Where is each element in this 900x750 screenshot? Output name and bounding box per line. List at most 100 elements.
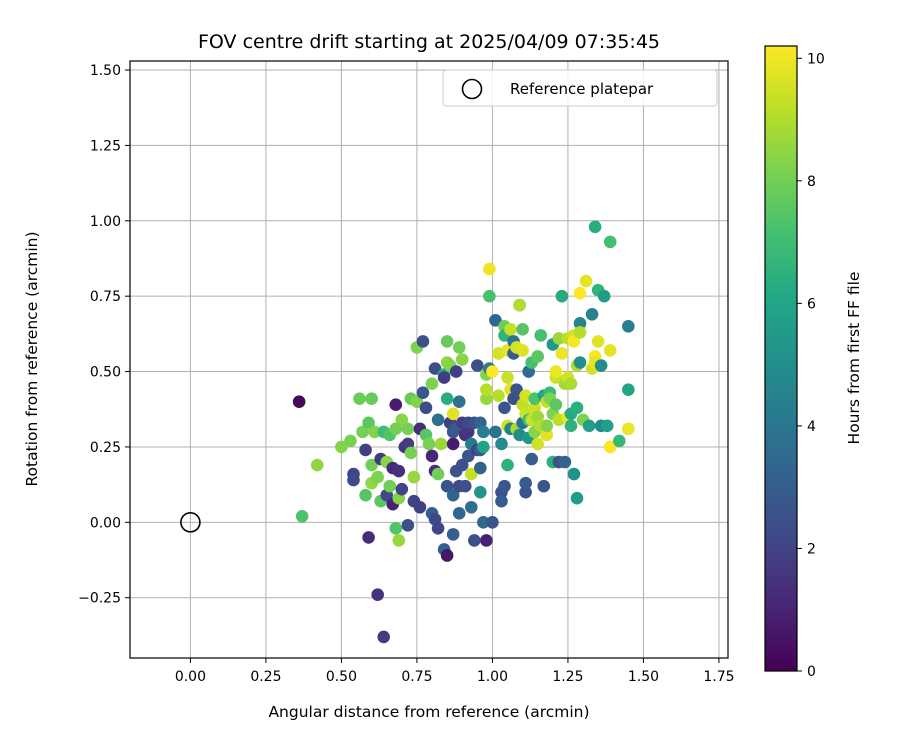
scatter-point xyxy=(362,416,375,430)
y-tick-label: 0.00 xyxy=(90,515,121,531)
scatter-point xyxy=(540,419,554,433)
scatter-point xyxy=(437,371,451,384)
scatter-point xyxy=(440,335,454,348)
scatter-point xyxy=(359,488,372,502)
y-axis-label: Rotation from reference (arcmin) xyxy=(23,231,41,486)
scatter-point xyxy=(389,522,403,535)
reference-platepar-marker xyxy=(180,512,201,533)
scatter-point xyxy=(404,446,418,460)
scatter-point xyxy=(477,425,490,439)
legend: Reference platepar xyxy=(442,69,718,107)
scatter-point xyxy=(498,479,511,493)
scatter-point xyxy=(498,401,511,415)
scatter-point xyxy=(567,335,581,348)
scatter-point xyxy=(410,395,424,409)
scatter-point xyxy=(603,235,617,249)
scatter-point xyxy=(431,467,445,481)
scatter-point xyxy=(468,534,481,547)
scatter-point xyxy=(292,395,306,409)
plot-frame xyxy=(129,60,729,659)
scatter-point xyxy=(582,419,596,433)
x-tick-label: 1.50 xyxy=(628,669,659,685)
scatter-point xyxy=(622,320,635,333)
scatter-point xyxy=(483,289,496,303)
scatter-point xyxy=(428,362,442,375)
scatter-point xyxy=(489,314,502,327)
colorbar-tick-label: 2 xyxy=(807,541,816,557)
x-axis-ticks: 0.00 0.25 0.50 0.75 1.00 1.25 1.50 1.75 xyxy=(175,658,735,685)
y-tick-label: 1.00 xyxy=(90,214,121,230)
scatter-point xyxy=(455,353,469,366)
scatter-point xyxy=(555,347,569,360)
scatter-point xyxy=(489,425,502,439)
scatter-point xyxy=(486,365,499,378)
y-tick-label: 1.25 xyxy=(90,138,121,154)
scatter-point xyxy=(464,467,478,481)
scatter-point xyxy=(458,479,472,493)
x-tick-label: 0.00 xyxy=(175,669,206,685)
scatter-point xyxy=(425,449,439,463)
scatter-point xyxy=(446,528,460,541)
scatter-point xyxy=(501,371,514,384)
x-tick-label: 0.50 xyxy=(326,669,357,685)
scatter-point xyxy=(603,344,617,357)
scatter-point xyxy=(570,491,584,505)
scatter-point xyxy=(401,422,415,436)
scatter-point xyxy=(353,392,366,405)
scatter-point xyxy=(516,323,529,336)
x-tick-label: 1.25 xyxy=(552,669,583,685)
colorbar-label: Hours from first FF file xyxy=(845,272,863,445)
scatter-point xyxy=(612,434,626,448)
scatter-point xyxy=(434,437,448,451)
scatter-point xyxy=(452,395,466,409)
x-tick-label: 0.75 xyxy=(401,669,432,685)
scatter-point xyxy=(474,485,487,499)
colorbar: 0 2 4 6 8 10 Hours from first FF file xyxy=(764,45,863,680)
scatter-point xyxy=(455,458,469,472)
scatter-point xyxy=(431,413,445,427)
scatter-point xyxy=(573,317,587,330)
colorbar-tick-label: 0 xyxy=(807,664,816,680)
scatter-point xyxy=(356,425,369,439)
colorbar-tick-label: 10 xyxy=(807,51,825,67)
scatter-point xyxy=(344,434,357,448)
scatter-point xyxy=(368,425,381,439)
scatter-point xyxy=(573,286,587,300)
scatter-point xyxy=(395,482,409,496)
scatter-point xyxy=(446,437,460,451)
scatter-point xyxy=(622,422,635,436)
scatter-point xyxy=(310,458,324,472)
scatter-point xyxy=(416,386,430,399)
scatter-point xyxy=(449,365,463,378)
scatter-point xyxy=(603,440,617,454)
scatter-point xyxy=(371,470,384,484)
scatter-point xyxy=(371,588,384,601)
scatter-point xyxy=(440,549,454,562)
scatter-point xyxy=(531,350,545,363)
scatter-point xyxy=(365,458,378,472)
scatter-point xyxy=(452,506,466,520)
scatter-point xyxy=(440,479,454,493)
scatter-point xyxy=(597,289,611,303)
scatter-point xyxy=(483,262,496,276)
colorbar-tick-label: 8 xyxy=(807,174,816,190)
scatter-point xyxy=(564,419,578,433)
scatter-point xyxy=(492,389,505,402)
scatter-point xyxy=(377,630,390,644)
scatter-point xyxy=(600,419,614,433)
scatter-point xyxy=(594,359,608,372)
scatter-point xyxy=(389,398,403,412)
scatter-point xyxy=(570,401,584,415)
scatter-point xyxy=(573,356,587,369)
scatter-point xyxy=(504,323,517,336)
x-tick-label: 1.75 xyxy=(703,669,734,685)
scatter-point xyxy=(419,401,433,415)
scatter-point xyxy=(564,377,578,390)
scatter-point xyxy=(359,443,372,457)
scatter-point xyxy=(464,500,478,514)
scatter-point xyxy=(549,365,563,378)
x-axis-label: Angular distance from reference (arcmin) xyxy=(268,703,589,721)
scatter-point xyxy=(347,473,360,487)
scatter-point xyxy=(501,458,514,472)
y-tick-label: 0.25 xyxy=(90,440,121,456)
